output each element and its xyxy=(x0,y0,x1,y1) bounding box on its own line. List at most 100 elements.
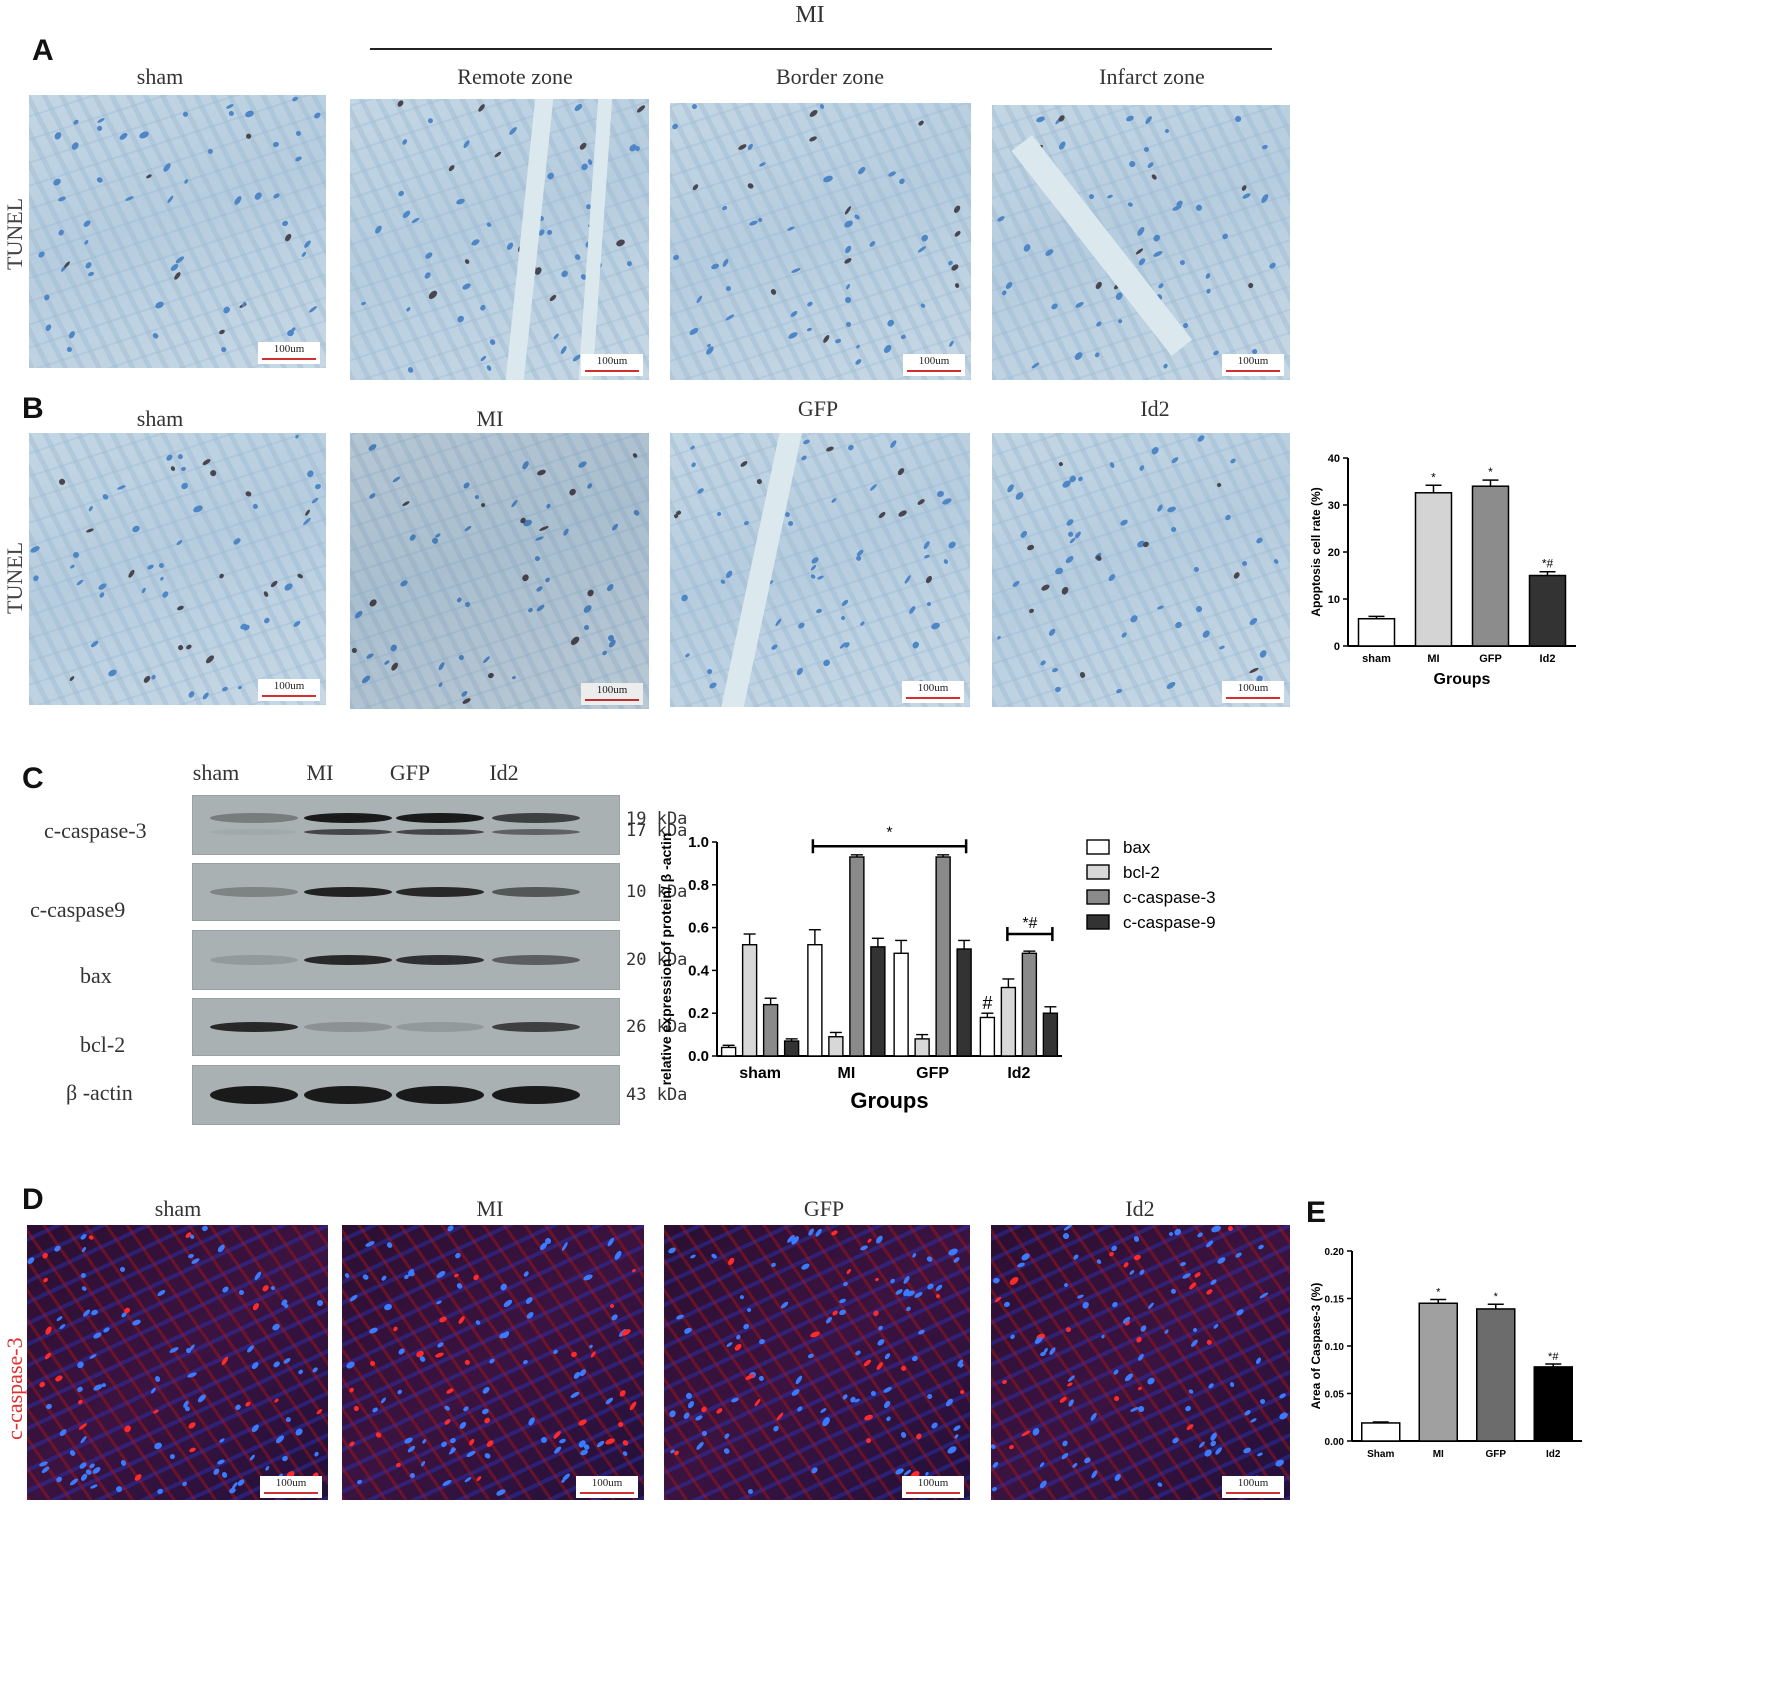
nucleus-dot xyxy=(474,1319,481,1326)
nucleus-dot xyxy=(76,579,85,587)
blot-protein-label: β -actin xyxy=(66,1080,133,1105)
nucleus-dot xyxy=(228,110,235,118)
nucleus-dot xyxy=(522,1358,529,1366)
nucleus-dot xyxy=(855,344,862,350)
nucleus-dot xyxy=(1026,544,1036,552)
nucleus-dot xyxy=(396,189,405,198)
nucleus-dot xyxy=(294,1427,305,1437)
nucleus-dot xyxy=(294,130,302,138)
nucleus-dot xyxy=(899,334,907,341)
nucleus-dot xyxy=(854,1349,862,1357)
scale-bar-label: 100um xyxy=(1237,682,1269,694)
nucleus-dot xyxy=(86,528,95,534)
nucleus-dot xyxy=(831,496,838,504)
nucleus-dot xyxy=(396,1389,403,1396)
nucleus-dot xyxy=(904,1306,912,1313)
nucleus-dot xyxy=(1044,248,1056,258)
nucleus-dot xyxy=(488,337,497,346)
nucleus-dot xyxy=(525,1310,535,1320)
nucleus-dot xyxy=(673,1449,680,1456)
nucleus-dot xyxy=(285,1416,293,1424)
nucleus-dot xyxy=(53,1374,64,1384)
nucleus-dot xyxy=(1185,1422,1195,1431)
x-tick-label: Id2 xyxy=(1540,653,1556,665)
nucleus-dot xyxy=(291,96,300,103)
nucleus-dot xyxy=(1039,1351,1047,1357)
nucleus-dot xyxy=(221,686,230,693)
nucleus-dot xyxy=(853,213,862,221)
nucleus-dot xyxy=(1094,280,1103,290)
nucleus-dot xyxy=(274,1434,285,1445)
nucleus-dot xyxy=(570,1350,578,1358)
nucleus-dot xyxy=(345,1360,357,1371)
nucleus-dot xyxy=(1128,159,1137,168)
nucleus-dot xyxy=(294,434,300,440)
nucleus-dot xyxy=(1157,282,1164,290)
nucleus-dot xyxy=(553,333,561,341)
y-tick-label: 1.0 xyxy=(688,834,709,851)
nucleus-dot xyxy=(435,1300,443,1306)
nucleus-dot xyxy=(365,1239,376,1248)
nucleus-dot xyxy=(814,1228,823,1238)
nucleus-dot xyxy=(1278,1410,1290,1421)
nucleus-dot xyxy=(1215,481,1222,487)
nucleus-dot xyxy=(399,579,409,588)
nucleus-dot xyxy=(522,1270,529,1278)
nucleus-dot xyxy=(695,1440,705,1451)
nucleus-dot xyxy=(769,287,777,296)
nucleus-dot xyxy=(757,1338,766,1346)
nucleus-dot xyxy=(283,581,295,592)
nucleus-dot xyxy=(76,1398,84,1406)
nucleus-dot xyxy=(180,465,187,472)
scale-bar-label: 100um xyxy=(918,355,950,367)
panel-b-row-label: TUNEL xyxy=(2,541,27,614)
nucleus-dot xyxy=(520,573,530,583)
nucleus-dot xyxy=(934,1293,941,1300)
nucleus-dot xyxy=(176,539,184,547)
nucleus-dot xyxy=(954,1434,960,1440)
nucleus-dot xyxy=(1241,192,1252,201)
panel-b-image-gfp: 100um xyxy=(670,433,970,707)
nucleus-dot xyxy=(494,1487,507,1497)
nucleus-dot xyxy=(535,585,544,594)
nucleus-dot xyxy=(1201,628,1212,639)
nucleus-dot xyxy=(1122,1261,1130,1269)
nucleus-dot xyxy=(1198,1440,1207,1449)
nucleus-dot xyxy=(475,1475,483,1482)
nucleus-dot xyxy=(679,593,689,603)
x-tick-label: Id2 xyxy=(1546,1449,1561,1460)
nucleus-dot xyxy=(840,615,846,621)
nucleus-dot xyxy=(1060,585,1070,596)
nucleus-dot xyxy=(1195,604,1204,613)
nucleus-dot xyxy=(536,603,546,613)
nucleus-dot xyxy=(52,1244,62,1253)
nucleus-dot xyxy=(1123,1372,1134,1383)
nucleus-dot xyxy=(502,1298,514,1310)
nucleus-dot xyxy=(1207,1382,1215,1390)
nucleus-dot xyxy=(310,496,320,505)
nucleus-dot xyxy=(865,1437,873,1445)
nucleus-dot xyxy=(174,255,185,265)
nucleus-dot xyxy=(261,1284,270,1293)
nucleus-dot xyxy=(57,477,66,486)
panel-b-image-id2: 100um xyxy=(992,433,1290,707)
blot-band xyxy=(304,813,392,823)
nucleus-dot xyxy=(1081,1300,1091,1311)
nucleus-dot xyxy=(348,1293,359,1303)
nucleus-dot xyxy=(1188,1281,1198,1291)
nucleus-dot xyxy=(479,303,488,313)
nucleus-dot xyxy=(800,1262,812,1272)
nucleus-dot xyxy=(753,1397,762,1408)
nucleus-dot xyxy=(1257,1243,1265,1251)
nucleus-dot xyxy=(842,219,854,229)
nucleus-dot xyxy=(628,1401,638,1412)
nucleus-dot xyxy=(272,1360,281,1368)
bar xyxy=(783,1040,800,1057)
nucleus-dot xyxy=(1172,1227,1182,1237)
nucleus-dot xyxy=(1221,232,1230,240)
nucleus-dot xyxy=(206,148,214,155)
nucleus-dot xyxy=(897,509,909,518)
nucleus-dot xyxy=(560,1241,569,1252)
nucleus-dot xyxy=(552,1349,559,1355)
nucleus-dot xyxy=(821,658,831,667)
